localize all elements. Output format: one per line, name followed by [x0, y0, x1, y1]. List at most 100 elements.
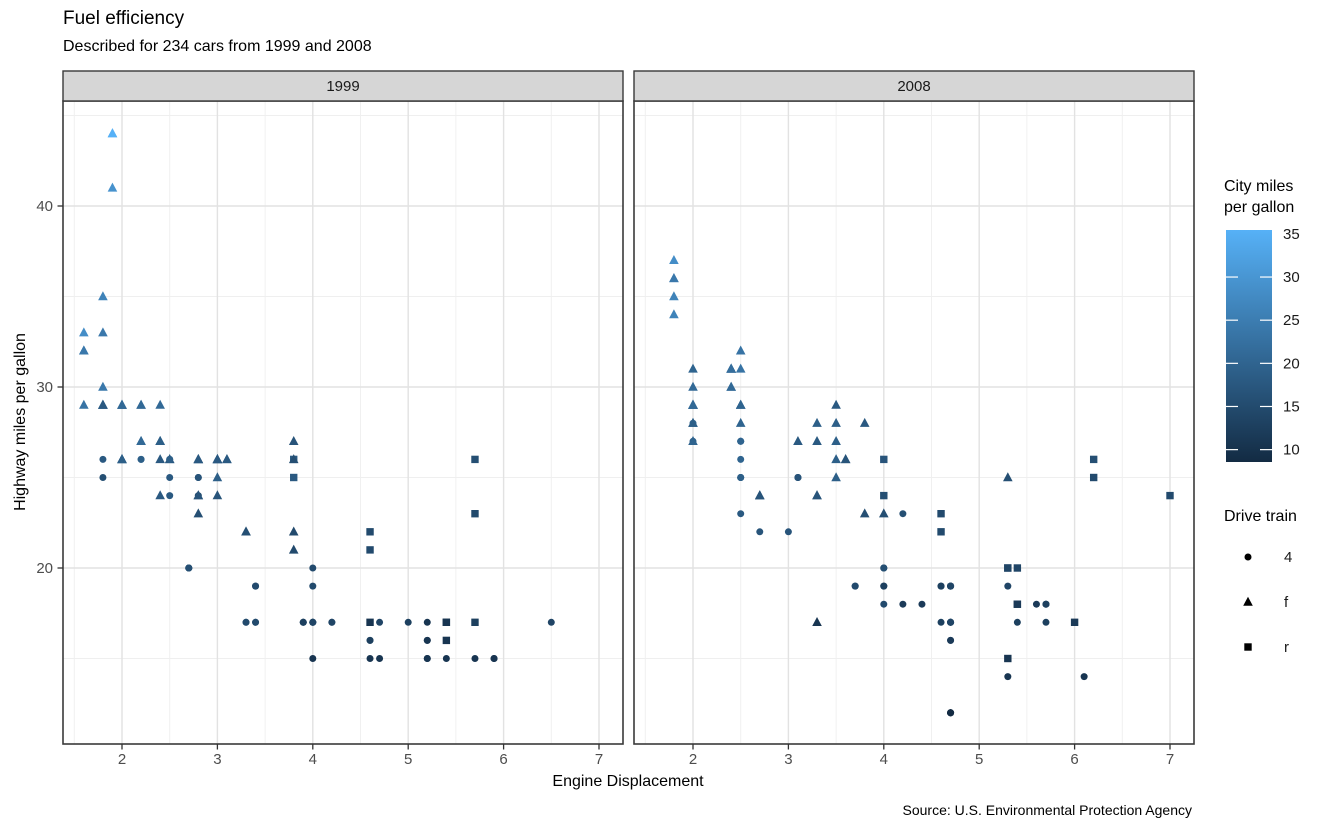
colorbar-tick-label: 10 — [1283, 442, 1300, 459]
x-tick-label: 5 — [975, 751, 983, 768]
data-point-circle — [242, 618, 250, 626]
data-point-circle — [1080, 673, 1088, 681]
data-point-circle — [899, 510, 907, 518]
data-point-circle — [99, 455, 107, 463]
data-point-circle — [376, 655, 384, 662]
data-point-circle — [1042, 600, 1050, 608]
data-point-circle — [937, 582, 945, 590]
data-point-triangle — [793, 436, 803, 445]
colorbar-legend: 35 30 25 20 15 10 — [1226, 226, 1300, 462]
data-point-triangle — [98, 327, 108, 337]
data-point-triangle — [879, 508, 889, 518]
data-point-square — [471, 510, 479, 518]
data-point-triangle — [212, 472, 223, 482]
data-point-triangle — [1003, 472, 1013, 482]
x-tick-label: 7 — [1166, 751, 1174, 768]
colorbar — [1226, 230, 1272, 462]
data-point-circle — [851, 582, 859, 590]
x-axis-2008: 2 3 4 5 6 7 — [689, 744, 1174, 768]
y-tick-label: 30 — [36, 379, 53, 396]
data-point-triangle — [831, 417, 841, 427]
data-point-square — [1244, 643, 1252, 651]
data-point-circle — [166, 474, 174, 481]
data-point-triangle — [98, 381, 108, 391]
data-point-circle — [309, 564, 317, 572]
data-point-triangle — [288, 526, 299, 536]
data-point-triangle — [688, 399, 698, 409]
data-point-circle — [442, 655, 450, 662]
data-point-circle — [937, 618, 945, 626]
y-axis: 20 30 40 — [36, 198, 63, 577]
data-point-triangle — [79, 345, 89, 355]
data-point-triangle — [222, 454, 232, 464]
data-point-triangle — [193, 490, 204, 500]
data-point-circle — [1244, 553, 1252, 561]
facet-strip-label: 2008 — [897, 78, 930, 95]
data-point-circle — [899, 600, 907, 608]
data-point-circle — [737, 474, 745, 481]
data-point-circle — [737, 437, 745, 445]
data-point-triangle — [669, 273, 679, 283]
plot-subtitle: Described for 234 cars from 1999 and 200… — [63, 38, 372, 55]
data-point-circle — [309, 618, 317, 626]
data-point-square — [442, 618, 451, 626]
data-point-triangle — [79, 327, 89, 337]
data-point-square — [290, 473, 298, 482]
data-point-circle — [366, 636, 374, 644]
colorbar-tick-label: 35 — [1283, 226, 1300, 243]
data-point-circle — [252, 582, 260, 590]
data-point-triangle — [726, 363, 736, 373]
data-point-triangle — [117, 454, 127, 464]
data-point-triangle — [212, 454, 223, 464]
data-point-triangle — [688, 363, 698, 373]
data-point-circle — [309, 582, 317, 590]
data-point-circle — [880, 600, 888, 608]
data-point-square — [442, 636, 451, 645]
data-point-circle — [1004, 582, 1012, 590]
x-tick-label: 5 — [404, 751, 412, 768]
data-point-triangle — [98, 291, 108, 301]
data-point-triangle — [688, 436, 698, 445]
data-point-triangle — [812, 490, 822, 500]
data-point-circle — [376, 618, 384, 626]
data-point-square — [1070, 618, 1079, 626]
data-point-square — [1004, 654, 1012, 663]
data-point-triangle — [155, 436, 165, 445]
data-point-triangle — [98, 399, 108, 409]
x-tick-label: 6 — [1070, 751, 1078, 768]
data-point-square — [880, 491, 888, 500]
data-point-circle — [185, 564, 193, 572]
data-point-circle — [737, 510, 745, 518]
data-point-triangle — [831, 454, 841, 464]
shape-legend-label: f — [1284, 594, 1289, 611]
panel-2008 — [633, 100, 1195, 745]
data-point-square — [1089, 473, 1098, 482]
data-point-circle — [1042, 618, 1050, 626]
data-point-triangle — [831, 436, 841, 445]
x-tick-label: 4 — [309, 751, 317, 768]
data-point-square — [471, 618, 479, 626]
data-point-square — [1166, 491, 1174, 500]
data-point-circle — [947, 618, 955, 626]
data-point-circle — [794, 474, 802, 481]
data-point-triangle — [212, 490, 223, 500]
shape-legend-label: r — [1284, 639, 1289, 656]
data-point-circle — [194, 474, 202, 481]
colorbar-legend-title: City miles per gallon — [1224, 178, 1295, 216]
data-point-triangle — [688, 417, 698, 427]
data-point-square — [471, 455, 479, 464]
x-tick-label: 3 — [784, 751, 792, 768]
data-point-circle — [784, 528, 792, 536]
points-1999 — [79, 128, 555, 662]
data-point-triangle — [155, 454, 165, 464]
panel-1999 — [62, 100, 624, 745]
y-tick-label: 40 — [36, 198, 53, 215]
data-point-square — [1013, 600, 1022, 608]
data-point-triangle — [155, 399, 165, 409]
data-point-circle — [366, 655, 374, 662]
data-point-circle — [880, 582, 888, 590]
data-point-circle — [166, 492, 174, 500]
data-point-square — [880, 455, 888, 464]
